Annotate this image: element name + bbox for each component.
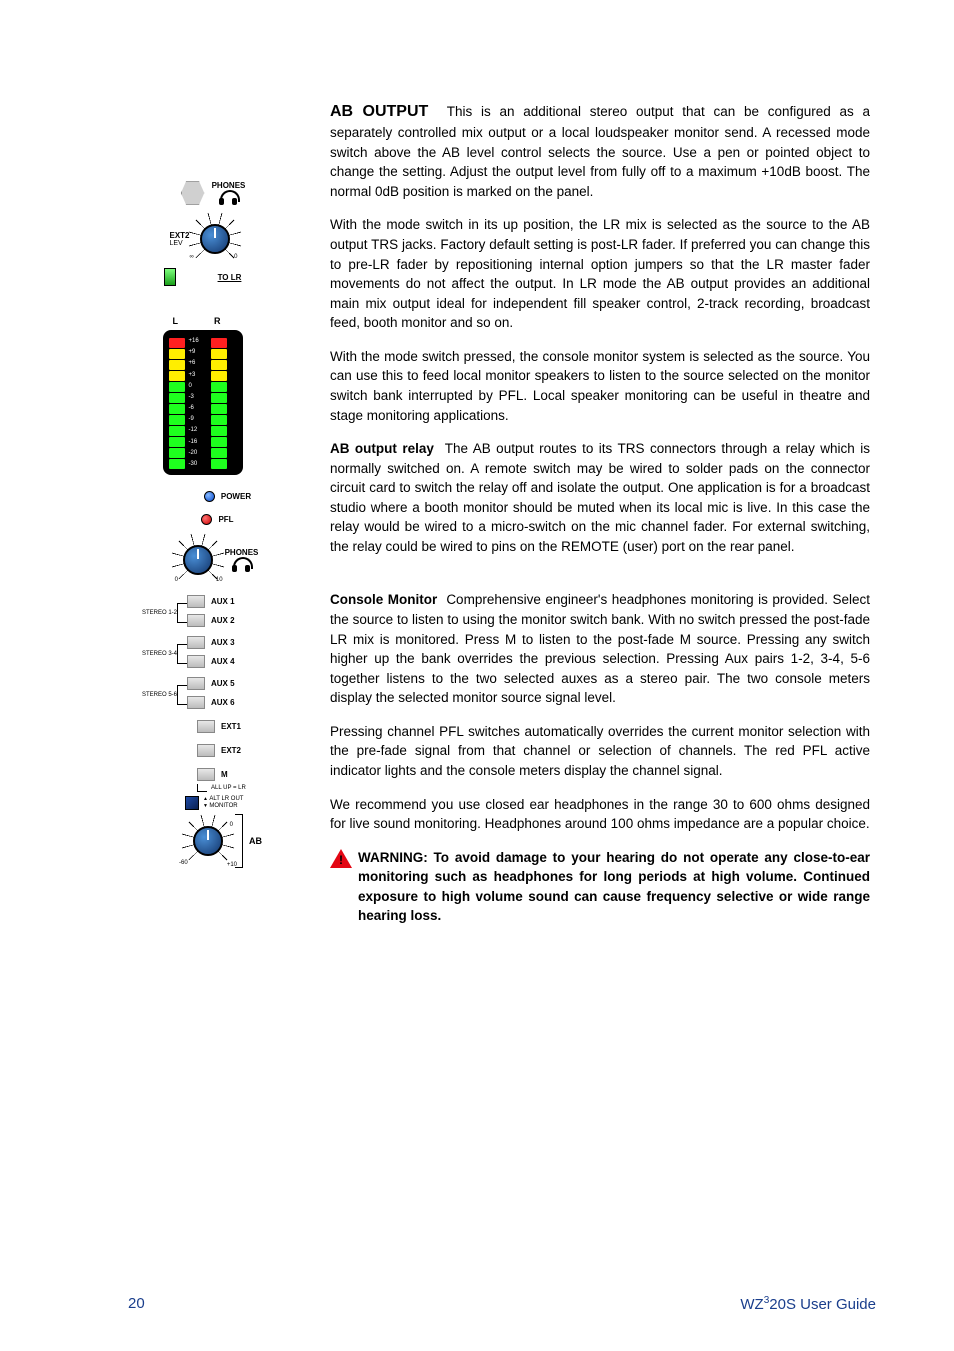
stereo34-label: STEREO 3-4 bbox=[133, 651, 177, 657]
meter-l-label: L bbox=[173, 316, 179, 326]
pfl-label: PFL bbox=[218, 515, 233, 524]
para-ab-output: AB OUTPUT This is an additional stereo o… bbox=[330, 100, 870, 201]
pfl-led-icon bbox=[201, 514, 212, 525]
aux3-switch-icon bbox=[187, 636, 205, 649]
phones-level-block: 0 10 PHONES bbox=[177, 539, 259, 581]
monitor-switch-bank: STEREO 1-2 AUX 1 AUX 2 STEREO 3-4 bbox=[133, 595, 262, 868]
ab-mode-switch-icon bbox=[185, 796, 199, 810]
monitor-label: MONITOR bbox=[203, 803, 243, 810]
guide-title: WZ320S User Guide bbox=[740, 1295, 876, 1313]
phones2-label: PHONES bbox=[225, 548, 259, 557]
pfl-led-row: PFL bbox=[201, 514, 233, 525]
ab-level-block: -60 0 +10 AB bbox=[187, 814, 262, 868]
console-monitor-heading: Console Monitor bbox=[330, 592, 437, 607]
para-lr-mode: With the mode switch in its up position,… bbox=[330, 215, 870, 332]
to-lr-label: TO LR bbox=[218, 273, 242, 282]
page-number: 20 bbox=[128, 1295, 145, 1313]
body-text: AB OUTPUT This is an additional stereo o… bbox=[330, 100, 870, 940]
alt-lr-out-label: ALT LR OUT bbox=[203, 796, 243, 803]
ab-relay-heading: AB output relay bbox=[330, 441, 434, 456]
para-monitor-mode: With the mode switch pressed, the consol… bbox=[330, 347, 870, 425]
meter-scale: +16+9 +6+3 0-3 -6-9 -12-16 -20-30 bbox=[189, 336, 207, 469]
m-switch-icon bbox=[197, 768, 215, 781]
headphone-icon-2 bbox=[231, 557, 251, 573]
power-led-icon bbox=[204, 491, 215, 502]
ext2-level-knob: ∞ 0 bbox=[194, 218, 236, 260]
stereo56-label: STEREO 5-6 bbox=[133, 692, 177, 698]
warning-text: WARNING: To avoid damage to your hearing… bbox=[358, 848, 870, 926]
ab-output-heading: AB OUTPUT bbox=[330, 103, 428, 120]
power-led-row: POWER bbox=[204, 491, 251, 502]
warning-icon: ! bbox=[330, 849, 352, 869]
aux1-switch-icon bbox=[187, 595, 205, 608]
meter-right bbox=[211, 336, 227, 469]
alt-lr-out-block: ALT LR OUT MONITOR bbox=[185, 796, 262, 810]
all-up-label: ALL UP = LR bbox=[197, 784, 262, 792]
mixer-panel-diagram: PHONES EXT2 LEV ∞ 0 TO LR bbox=[75, 100, 300, 940]
para-ab-relay: AB output relay The AB output routes to … bbox=[330, 439, 870, 556]
meter-r-label: R bbox=[214, 316, 221, 326]
to-lr-row: TO LR bbox=[164, 268, 242, 286]
phones-jack-icon bbox=[180, 180, 206, 206]
phones-jack-block: PHONES bbox=[180, 180, 246, 206]
phones-label: PHONES bbox=[212, 181, 246, 190]
to-lr-switch-icon bbox=[164, 268, 176, 286]
para-pfl: Pressing channel PFL switches automatica… bbox=[330, 722, 870, 781]
meter-left bbox=[169, 336, 185, 469]
aux6-switch-icon bbox=[187, 696, 205, 709]
ext2-label: EXT2 bbox=[169, 231, 189, 240]
power-label: POWER bbox=[221, 492, 251, 501]
aux4-switch-icon bbox=[187, 655, 205, 668]
page-footer: 20 WZ320S User Guide bbox=[128, 1295, 876, 1313]
lev-label: LEV bbox=[169, 240, 182, 247]
aux2-switch-icon bbox=[187, 614, 205, 627]
aux5-switch-icon bbox=[187, 677, 205, 690]
phones-level-knob: 0 10 bbox=[177, 539, 219, 581]
ext2-switch-icon bbox=[197, 744, 215, 757]
para-headphones: We recommend you use closed ear headphon… bbox=[330, 795, 870, 834]
ext2-block: EXT2 LEV ∞ 0 bbox=[169, 218, 235, 260]
meter-block: L R +16+9 +6+3 0-3 -6-9 -12-16 bbox=[163, 316, 243, 475]
ab-label: AB bbox=[249, 836, 262, 846]
headphone-icon bbox=[218, 190, 238, 206]
stereo12-label: STEREO 1-2 bbox=[133, 610, 177, 616]
ab-level-knob: -60 0 +10 bbox=[187, 820, 229, 862]
led-meters: +16+9 +6+3 0-3 -6-9 -12-16 -20-30 bbox=[163, 330, 243, 475]
para-console-monitor: Console Monitor Comprehensive engineer's… bbox=[330, 590, 870, 707]
ext1-switch-icon bbox=[197, 720, 215, 733]
warning-block: ! WARNING: To avoid damage to your heari… bbox=[330, 848, 870, 926]
